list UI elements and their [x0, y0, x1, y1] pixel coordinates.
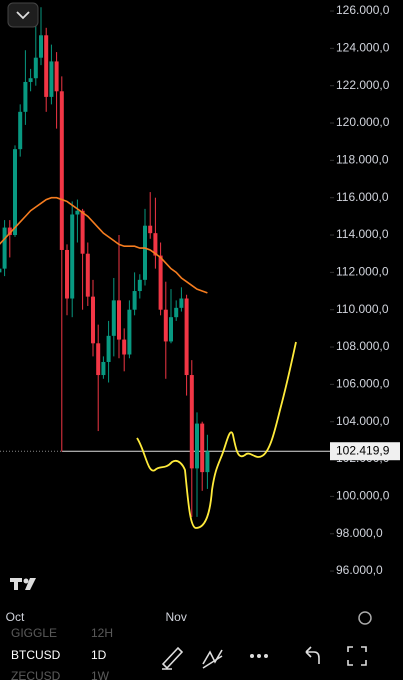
candle-body	[148, 225, 153, 234]
y-tick-label: 118.000,0	[336, 153, 389, 167]
candle-body	[49, 61, 54, 97]
tv-logo	[10, 578, 36, 590]
y-tick-label: 124.000,0	[336, 41, 390, 55]
y-tick-label: 100.000,0	[336, 489, 390, 503]
toolbar-icons	[161, 646, 367, 670]
symbol[interactable]: GIGGLE	[11, 626, 57, 640]
y-tick-label: 120.000,0	[336, 115, 390, 129]
candle-body	[122, 339, 127, 355]
candle-body	[174, 307, 179, 318]
candle-body	[7, 227, 12, 236]
pencil-icon[interactable]	[161, 646, 184, 670]
y-tick-label: 114.000,0	[336, 227, 389, 241]
settings-icon[interactable]	[358, 611, 372, 625]
toolbar: GIGGLE 12H BTCUSD 1D ZECUSD 1W	[11, 626, 113, 680]
candle-body	[54, 61, 59, 92]
price-label-box	[330, 442, 400, 461]
candle-body	[0, 268, 2, 273]
more-icon[interactable]	[250, 654, 268, 658]
candle-body	[132, 291, 137, 310]
moving-average	[0, 196, 208, 294]
candle-body	[44, 35, 49, 97]
candle-body	[137, 279, 142, 292]
y-tick-label: 122.000,0	[336, 78, 390, 92]
interval[interactable]: 1D	[91, 648, 107, 662]
candle-body	[75, 210, 80, 215]
candle-body	[163, 309, 168, 342]
candle-body	[23, 81, 28, 112]
y-tick-label: 112.000,0	[336, 265, 389, 279]
candle-body	[59, 91, 64, 250]
candle-body	[127, 309, 132, 355]
candle-body	[111, 300, 116, 336]
candle-body	[117, 300, 121, 340]
candle-body	[158, 255, 163, 310]
y-tick-label: 98.000,0	[336, 526, 383, 540]
x-tick-label: Oct	[6, 610, 25, 624]
undo-icon[interactable]	[305, 646, 320, 664]
candle-body	[169, 317, 173, 342]
candle-body	[18, 111, 23, 150]
x-tick-label: Nov	[166, 610, 187, 624]
candle-body	[184, 298, 189, 376]
interval[interactable]: 12H	[91, 626, 113, 640]
candle-body	[205, 451, 210, 473]
fullscreen-icon[interactable]	[347, 646, 367, 666]
candle-body	[85, 253, 90, 297]
symbol[interactable]: ZECUSD	[11, 669, 61, 680]
candle-body	[65, 249, 69, 299]
price-label: 102.419,9	[336, 443, 390, 457]
candle-body	[200, 423, 205, 473]
candle-body	[91, 296, 95, 344]
y-tick-label: 104.000,0	[336, 414, 390, 428]
candle-body	[189, 375, 194, 469]
candle-body	[28, 78, 33, 82]
candle-body	[96, 343, 101, 376]
candle-body	[195, 423, 199, 469]
interval[interactable]: 1W	[91, 669, 110, 680]
y-tick-label: 126.000,0	[336, 3, 390, 17]
candle-body	[143, 225, 147, 280]
candle-body	[33, 57, 38, 79]
chart: 96.000,098.000,0100.000,0102.000,0104.00…	[0, 3, 400, 624]
indicator-icon[interactable]	[202, 649, 223, 669]
y-tick-label: 116.000,0	[336, 190, 389, 204]
candle-body	[80, 210, 85, 254]
y-tick-label: 108.000,0	[336, 339, 390, 353]
candle-body	[13, 149, 17, 236]
y-tick-label: 96.000,0	[336, 563, 383, 577]
drawing-curve	[136, 341, 297, 529]
candle-body	[153, 233, 158, 256]
symbol[interactable]: BTCUSD	[11, 648, 61, 662]
chevron-icon	[16, 11, 30, 20]
candle-body	[39, 35, 43, 58]
candle-body	[101, 361, 106, 376]
y-tick-label: 106.000,0	[336, 377, 390, 391]
collapse-button[interactable]	[7, 2, 39, 28]
candle-body	[70, 214, 75, 299]
y-tick-label: 110.000,0	[336, 302, 389, 316]
candle-body	[106, 335, 111, 362]
candle-body	[179, 298, 184, 308]
candle-body	[2, 227, 7, 269]
